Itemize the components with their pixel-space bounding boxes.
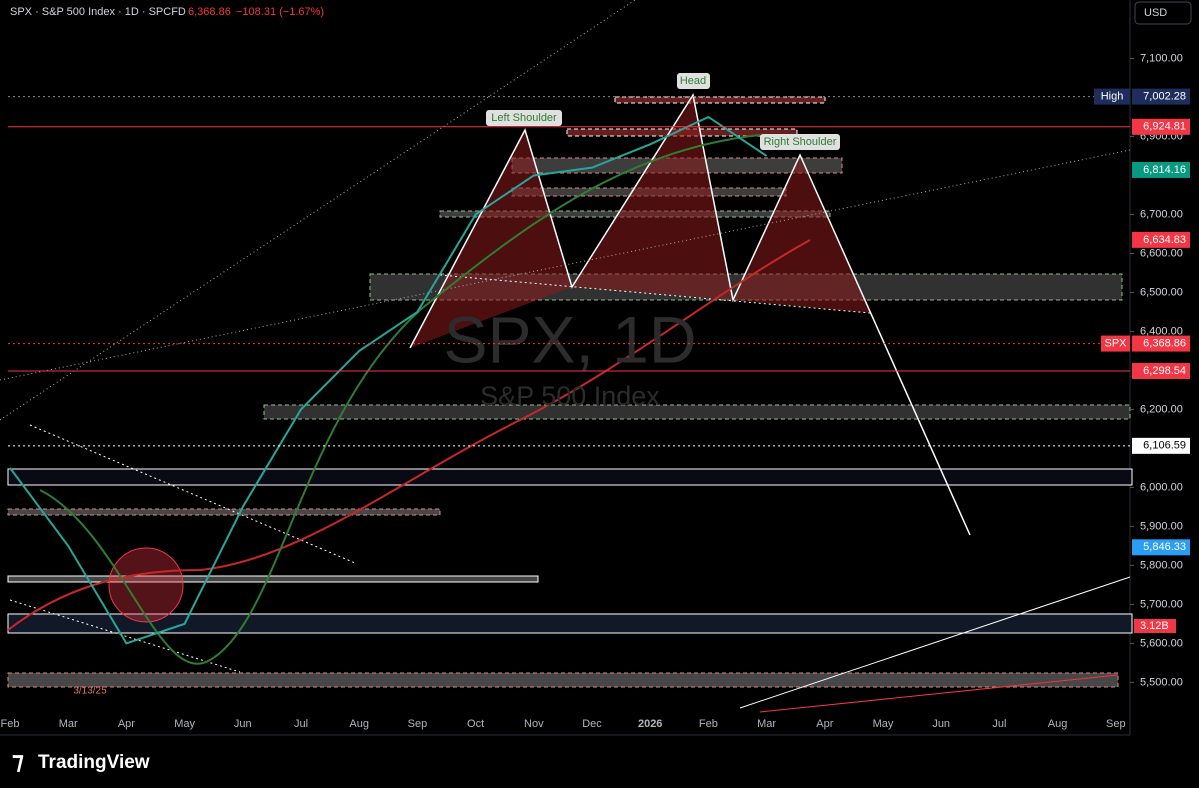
y-tick-label: 5,800.00: [1140, 559, 1183, 571]
level-label: 6,368.86: [1143, 337, 1186, 349]
y-tick-label: 5,600.00: [1140, 637, 1183, 649]
x-tick-label: Sep: [408, 718, 428, 730]
level-tag: [1132, 362, 1190, 379]
x-tick-label: Aug: [1048, 718, 1068, 730]
currency[interactable]: USD: [1144, 7, 1167, 19]
level-tag: [1132, 437, 1190, 454]
label-date: 3/13/25: [73, 686, 107, 697]
label-head: Head: [680, 75, 706, 87]
level-label: 6,814.16: [1143, 164, 1186, 176]
level-label: 7,002.28: [1143, 90, 1186, 102]
level-tag: [1132, 335, 1190, 352]
x-tick-label: Nov: [524, 718, 544, 730]
x-tick-label: Jun: [932, 718, 950, 730]
level-tag: [1132, 88, 1190, 105]
x-tick-label: Aug: [349, 718, 369, 730]
y-tick-label: 6,500.00: [1140, 286, 1183, 298]
x-tick-label: Dec: [582, 718, 602, 730]
level-tag: [1132, 118, 1190, 135]
level-label: 6,924.81: [1143, 121, 1186, 133]
y-tick-label: 6,600.00: [1140, 247, 1183, 259]
label-right-shoulder: Right Shoulder: [764, 136, 837, 148]
currency-button[interactable]: [1134, 1, 1192, 25]
watermark-subtitle: S&P 500 Index: [480, 381, 660, 411]
logo-mark: ⁊: [12, 747, 24, 774]
volume-label: 3.12B: [1140, 620, 1169, 632]
y-tick-label: 6,200.00: [1140, 403, 1183, 415]
level-name-tag: [1094, 88, 1130, 105]
level-tag: [1132, 161, 1190, 178]
y-tick-label: 5,500.00: [1140, 676, 1183, 688]
brand: TradingView: [38, 752, 150, 773]
level-tag: [1132, 231, 1190, 248]
y-tick-label: 6,000.00: [1140, 481, 1183, 493]
watermark-title: SPX, 1D: [443, 302, 696, 376]
x-tick-label: Apr: [118, 718, 135, 730]
x-tick-label: Oct: [467, 718, 484, 730]
x-tick-label: Mar: [59, 718, 78, 730]
level-name: SPX: [1104, 337, 1127, 349]
y-tick-label: 5,900.00: [1140, 520, 1183, 532]
level-label: 6,106.59: [1143, 440, 1186, 452]
level-tag: [1132, 539, 1190, 556]
y-tick-label: 7,100.00: [1140, 52, 1183, 64]
price-line: [9, 115, 768, 645]
x-tick-label: May: [873, 718, 894, 730]
header-change: −108.31 (−1.67%): [236, 6, 324, 18]
y-tick-label: 6,400.00: [1140, 325, 1183, 337]
level-label: 6,634.83: [1143, 234, 1186, 246]
y-tick-label: 6,700.00: [1140, 208, 1183, 220]
x-tick-label: Jul: [294, 718, 308, 730]
x-tick-label: Mar: [757, 718, 776, 730]
level-label: 6,298.54: [1143, 365, 1186, 377]
level-name-tag: [1101, 335, 1130, 352]
x-tick-label: May: [174, 718, 195, 730]
level-name: High: [1101, 90, 1124, 102]
level-label: 5,846.33: [1143, 541, 1186, 553]
label-left-shoulder: Left Shoulder: [491, 112, 557, 124]
head-shoulders-pattern: [0, 0, 1131, 713]
annotations: Head Left Shoulder Right Shoulder 3/13/2…: [73, 73, 1176, 697]
x-tick-label: 2026: [638, 718, 662, 730]
x-tick-label: Sep: [1106, 718, 1126, 730]
y-tick-label: 5,700.00: [1140, 598, 1183, 610]
x-tick-label: Feb: [1, 718, 20, 730]
x-tick-label: Feb: [699, 718, 718, 730]
x-tick-label: Jul: [992, 718, 1006, 730]
x-tick-label: Jun: [234, 718, 252, 730]
header-symbol: SPX · S&P 500 Index · 1D · SPCFD: [10, 6, 186, 18]
x-tick-label: Apr: [816, 718, 833, 730]
header-price: 6,368.86: [188, 6, 231, 18]
